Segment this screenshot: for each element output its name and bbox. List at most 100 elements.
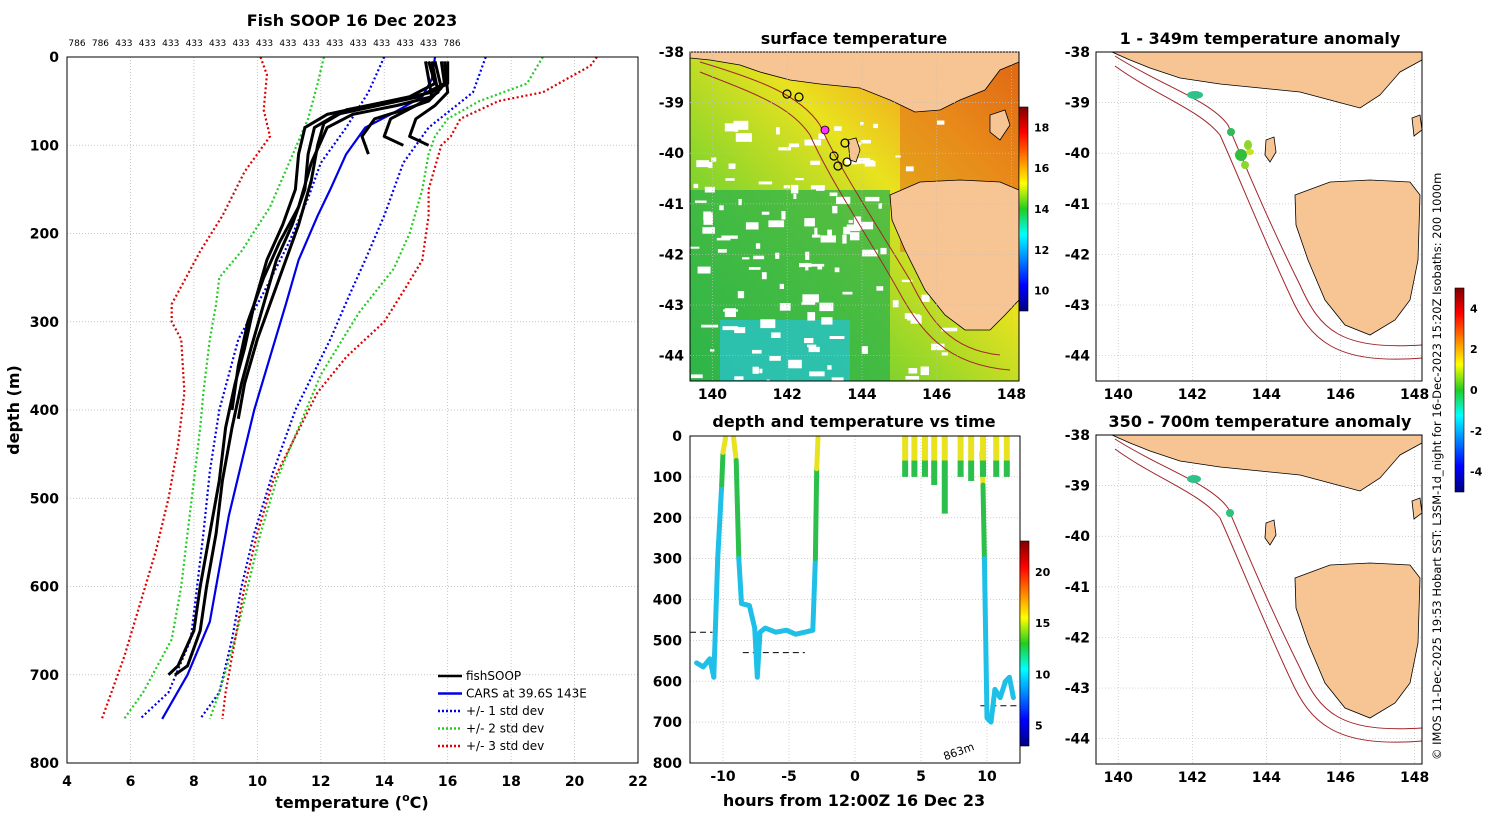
sst-cloud-gap <box>716 237 731 241</box>
sst-cloud-gap <box>809 371 825 377</box>
profile-top-count: 786 <box>92 39 109 49</box>
map-xtick: 140 <box>1104 770 1133 786</box>
sst-cloud-gap <box>810 160 821 165</box>
sst-cloud-gap <box>788 359 802 369</box>
sst-cloud-gap <box>907 314 920 321</box>
credit-text: © IMOS 11-Dec-2025 19:53 Hobart SST: L3S… <box>1430 173 1444 760</box>
sst-cloud-gap <box>843 226 851 235</box>
anomaly-observation <box>1235 149 1247 161</box>
sst-cloud-gap <box>831 377 844 381</box>
map-ytick: -40 <box>1065 529 1091 545</box>
anomaly-isobath-200 <box>1114 438 1423 730</box>
profile-series-line <box>100 56 272 720</box>
profile-ytick: 100 <box>30 138 59 154</box>
depth-time-annotation: 863m <box>942 740 976 763</box>
sst-cloud-gap <box>759 368 763 374</box>
map-ytick: -44 <box>1065 349 1091 365</box>
sst-cloud-gap <box>804 218 815 227</box>
profile-ytick: 800 <box>30 756 59 772</box>
profile-panel: Fish SOOP 16 Dec 2023 786 786 433 433 433 433… <box>4 11 648 812</box>
sst-colorbar-tick: 12 <box>1034 244 1049 257</box>
anomaly-observation <box>1244 140 1252 150</box>
map-ytick: -44 <box>659 349 685 365</box>
anomaly-land <box>1111 51 1423 360</box>
anomaly-observation <box>1246 149 1254 155</box>
sst-cloud-gap <box>876 286 884 291</box>
sst-cloud-gap <box>696 160 710 168</box>
sst-cloud-gap <box>766 379 770 381</box>
sst-cloud-gap <box>829 336 845 339</box>
sst-cloud-gap <box>775 252 780 259</box>
depth-time-ytick: 500 <box>653 633 682 649</box>
sst-cloud-gap <box>802 294 819 303</box>
profile-top-count: 433 <box>279 39 296 49</box>
sst-cloud-gap <box>758 181 773 185</box>
sst-cloud-gap <box>783 185 791 189</box>
sst-cloud-gap <box>768 220 785 228</box>
sst-cloud-gap <box>941 327 958 332</box>
sst-cloud-gap <box>790 184 799 194</box>
profile-ytick: 700 <box>30 668 59 684</box>
sst-cloud-gap <box>860 122 864 126</box>
sst-colorbar-ticks: 18 16 14 12 10 <box>1034 121 1050 297</box>
anomaly-land-king-island <box>1264 136 1277 163</box>
depth-time-ytick: 0 <box>672 429 682 445</box>
profile-series-line <box>236 61 450 420</box>
sst-cloud-gap <box>878 203 882 209</box>
sst-cloud-gap <box>781 211 786 220</box>
anomaly-land-mainland <box>1111 434 1423 492</box>
map-ytick: -44 <box>1065 732 1091 748</box>
sst-cloud-gap <box>862 249 878 257</box>
depth-time-ytick: 400 <box>653 593 682 609</box>
sst-cloud-gap <box>788 143 800 148</box>
sst-cloud-gap <box>755 243 761 249</box>
sst-cloud-gap <box>708 162 713 169</box>
anomaly-colorbar <box>1454 287 1465 493</box>
depth-time-xlabel: hours from 12:00Z 16 Dec 23 <box>723 791 985 810</box>
map-ytick: -38 <box>1065 45 1090 61</box>
sst-cloud-gap <box>846 224 861 232</box>
profile-legend-label: +/- 3 std dev <box>466 739 544 753</box>
depth-time-colorbar-ticks: 20 15 10 5 <box>1035 566 1051 733</box>
sst-cloud-gap <box>734 376 744 380</box>
sst-cloud-gap <box>779 303 791 311</box>
depth-time-xtick: -5 <box>781 769 797 785</box>
depth-time-ytick: 700 <box>653 715 682 731</box>
profile-series <box>100 56 598 720</box>
sst-cloud-gap <box>812 234 821 238</box>
sst-colorbar-tick: 16 <box>1034 162 1050 175</box>
map-xtick: 144 <box>1252 770 1281 786</box>
depth-time-colorbar-tick: 20 <box>1035 566 1051 579</box>
profile-series-line <box>208 56 544 720</box>
depth-time-colorbar-tick: 5 <box>1035 720 1043 733</box>
sst-cloud-gap <box>703 215 713 225</box>
map-ytick: -39 <box>1065 96 1090 112</box>
map-xtick: 146 <box>1326 770 1355 786</box>
sst-cloud-gap <box>710 349 715 352</box>
depth-time-ytick: 200 <box>653 511 682 527</box>
depth-time-track <box>980 482 987 562</box>
sst-cloud-gap <box>810 185 825 190</box>
map-ytick: -40 <box>1065 146 1091 162</box>
profile-top-count: 433 <box>139 39 156 49</box>
map-xtick: 146 <box>1326 387 1355 403</box>
anomaly-isobath-1000 <box>1114 448 1423 743</box>
sst-cloud-gap <box>711 157 717 162</box>
map-xtick: 140 <box>1104 387 1133 403</box>
anomaly-land-king-island <box>1264 519 1277 546</box>
profile-ytick: 300 <box>30 315 59 331</box>
map-ytick: -42 <box>1065 247 1090 263</box>
sst-isobath-1000 <box>699 71 1011 371</box>
sst-cloud-gap <box>742 257 750 260</box>
depth-time-track <box>694 656 717 680</box>
sst-cloud-gap <box>895 155 901 158</box>
sst-panel: surface temperature 140 142 144 146 148 -38 -3… <box>659 29 1050 403</box>
sst-cloud-gap <box>721 235 738 239</box>
sst-cloud-gap <box>761 211 770 215</box>
depth-time-ytick: 600 <box>653 674 682 690</box>
map-xtick: 146 <box>922 387 951 403</box>
sst-cloud-gap <box>892 300 899 308</box>
sst-cloud-gap <box>827 229 832 238</box>
profile-top-counts: 786 786 433 433 433 433 433 433 433 433 433 433 433 4… <box>68 39 460 49</box>
sst-cloud-gap <box>752 349 762 354</box>
